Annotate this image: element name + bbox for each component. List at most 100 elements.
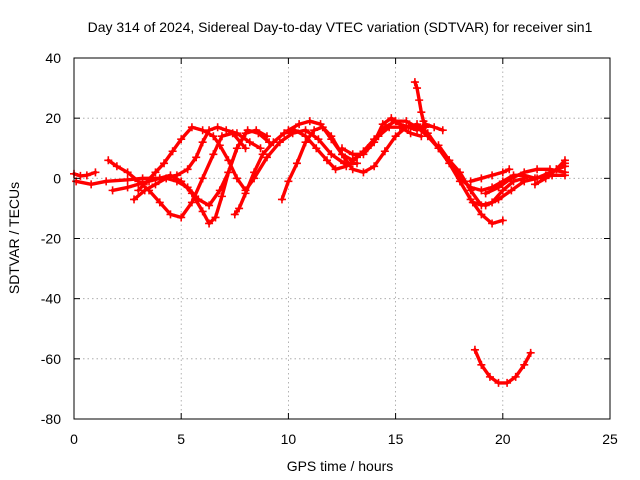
axis-ticks: 0 5 10 15 20 25 -80 -60 -40 -20 0 20 40 <box>41 50 618 447</box>
data-point <box>488 171 497 180</box>
data-point <box>301 138 310 147</box>
data-point <box>481 189 490 198</box>
data-point <box>187 198 196 207</box>
data-point <box>526 348 535 357</box>
data-point <box>470 345 479 354</box>
data-point <box>198 174 207 183</box>
data-point <box>91 168 100 177</box>
data-point <box>142 177 151 186</box>
data-point <box>232 174 241 183</box>
data-point <box>421 123 430 132</box>
y-tick-label: -60 <box>41 351 61 367</box>
data-point <box>172 177 181 186</box>
x-tick-label: 5 <box>177 431 185 447</box>
x-tick-label: 20 <box>495 431 511 447</box>
data-point <box>438 126 447 135</box>
data-point <box>192 153 201 162</box>
data-point <box>166 210 175 219</box>
data-point <box>359 150 368 159</box>
data-point <box>217 192 226 201</box>
data-point <box>548 171 557 180</box>
data-point <box>224 156 233 165</box>
series-line <box>106 131 248 220</box>
data-point <box>277 195 286 204</box>
data-point <box>348 165 357 174</box>
data-point <box>104 156 113 165</box>
data-point <box>419 117 428 126</box>
data-point <box>151 180 160 189</box>
data-point <box>468 198 477 207</box>
data-point <box>151 168 160 177</box>
data-point <box>215 186 224 195</box>
data-point <box>155 198 164 207</box>
series-arc-15 <box>481 165 569 198</box>
data-point <box>413 84 422 93</box>
data-point <box>160 159 169 168</box>
data-point <box>312 144 321 153</box>
data-point <box>314 135 323 144</box>
data-point <box>327 150 336 159</box>
data-point <box>327 135 336 144</box>
data-point <box>228 129 237 138</box>
data-point <box>87 180 96 189</box>
series-arc-14 <box>468 162 569 210</box>
data-point <box>162 174 171 183</box>
data-point <box>258 150 267 159</box>
data-point <box>243 126 252 135</box>
data-point <box>82 171 91 180</box>
data-point <box>232 144 241 153</box>
x-axis-label: GPS time / hours <box>287 458 394 474</box>
data-point <box>533 165 542 174</box>
data-point <box>322 156 331 165</box>
y-tick-label: -20 <box>41 231 61 247</box>
data-point <box>380 147 389 156</box>
data-point <box>520 168 529 177</box>
data-point <box>213 123 222 132</box>
data-point <box>378 120 387 129</box>
data-point <box>507 186 516 195</box>
data-point <box>245 138 254 147</box>
data-point <box>370 162 379 171</box>
data-point <box>211 213 220 222</box>
data-point <box>455 174 464 183</box>
data-point <box>498 186 507 195</box>
data-point <box>222 126 231 135</box>
data-point <box>404 123 413 132</box>
data-point <box>123 168 132 177</box>
data-point <box>295 120 304 129</box>
data-point <box>485 372 494 381</box>
data-point <box>205 219 214 228</box>
data-point <box>292 159 301 168</box>
data-point <box>402 117 411 126</box>
data-point <box>209 132 218 141</box>
data-point <box>112 162 121 171</box>
data-point <box>130 195 139 204</box>
series-arc-6 <box>134 123 362 195</box>
data-point <box>250 168 259 177</box>
data-point <box>410 78 419 87</box>
data-point <box>187 123 196 132</box>
data-point <box>466 177 475 186</box>
data-point <box>123 175 132 184</box>
data-point <box>241 144 250 153</box>
data-point <box>434 141 443 150</box>
data-point <box>477 360 486 369</box>
data-point <box>183 183 192 192</box>
y-tick-label: -40 <box>41 291 61 307</box>
data-point <box>177 135 186 144</box>
data-point <box>198 207 207 216</box>
data-point <box>305 117 314 126</box>
data-point <box>254 129 263 138</box>
data-point <box>520 177 529 186</box>
data-point <box>331 165 340 174</box>
data-point <box>316 120 325 129</box>
data-point <box>209 150 218 159</box>
series-line <box>533 158 567 187</box>
data-point <box>395 120 404 129</box>
data-point <box>198 126 207 135</box>
series-arc-17 <box>537 171 569 183</box>
data-point <box>498 216 507 225</box>
data-point <box>477 210 486 219</box>
data-point <box>505 165 514 174</box>
